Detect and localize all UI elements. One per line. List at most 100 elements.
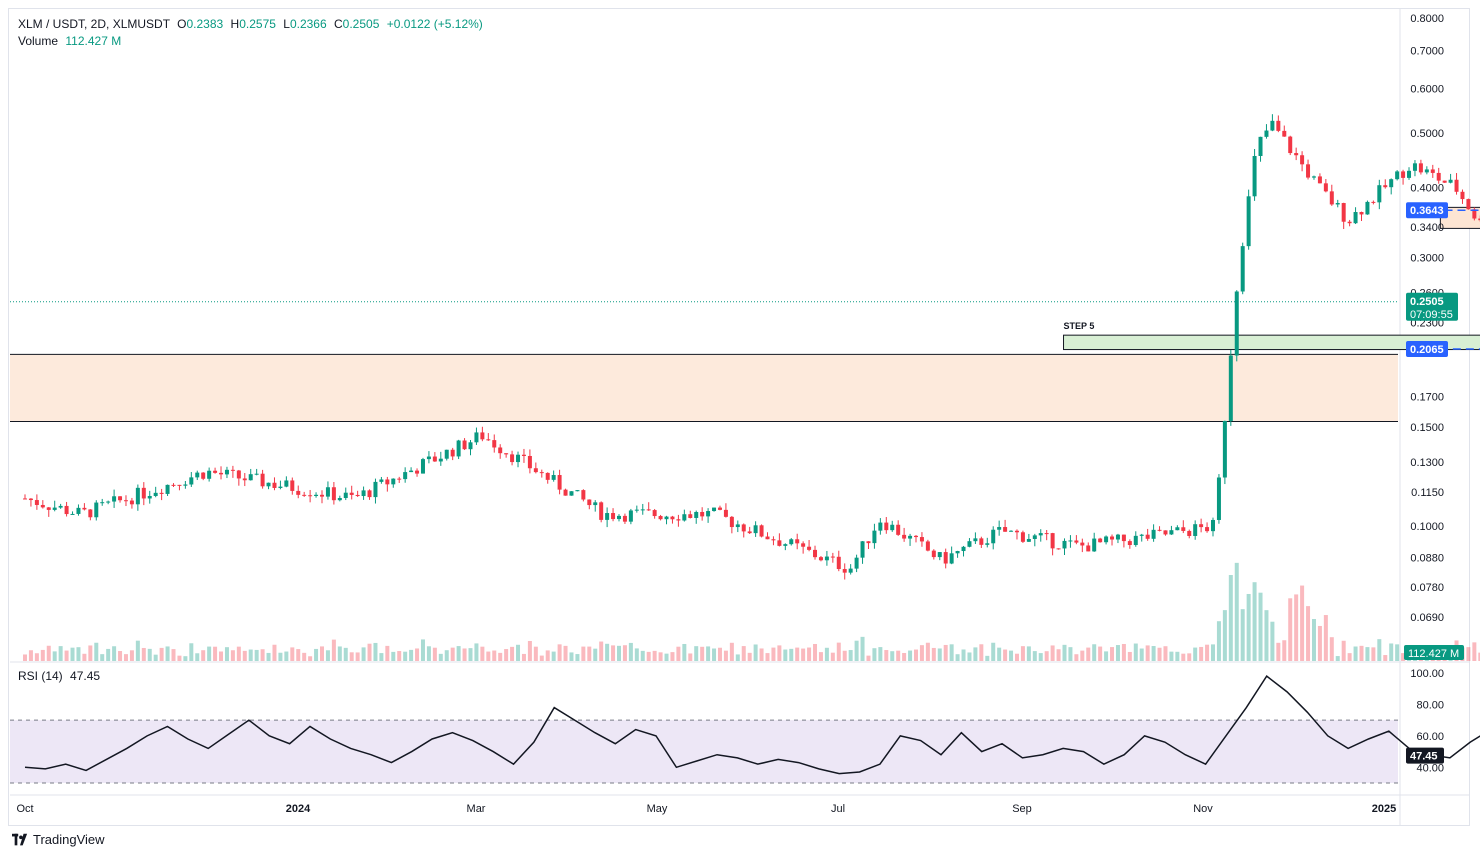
candle-body [480,432,485,440]
candle-body [1294,153,1299,156]
volume-bar [1068,647,1073,661]
volume-bar [753,644,758,661]
candle-body [100,502,105,504]
volume-bar [444,650,449,661]
candle-body [860,541,865,558]
open-label: O [177,17,187,31]
volume-bar [575,654,580,661]
axes: 0.8000 0.7000 0.6000 0.5000 0.4000 0.3400 0.30… [16,13,1464,815]
volume-bar [925,642,930,661]
candle-body [854,557,859,569]
volume-bar [1395,644,1400,661]
candle-body [236,470,241,479]
volume-bar [337,646,342,661]
candle-body [747,531,752,534]
candle-body [717,507,722,510]
volume-bar [919,645,924,661]
volume-bar [450,647,455,661]
candle-body [1228,355,1233,421]
candle-body [1157,529,1162,531]
current-price-label-bg [1406,292,1458,321]
volume-bar [1026,646,1031,661]
candle-body [177,484,182,486]
candle-body [1115,534,1120,540]
candle-body [165,484,170,494]
candle-body [646,509,651,511]
volume-bar [1258,592,1263,661]
volume-bar [991,642,996,661]
volume-bar [438,653,443,661]
volume-bar [1264,610,1269,661]
volume-bar [943,644,948,661]
volume-bar [230,650,235,661]
volume-bar [777,645,782,661]
candle-body [765,536,770,540]
time-tick-label: Sep [1012,803,1032,815]
volume-bar [640,650,645,661]
volume-bar [1044,651,1049,661]
volume-bar [997,647,1002,661]
volume-label[interactable]: Volume [18,34,59,48]
volume-bar [135,640,140,661]
candle-body [605,513,610,520]
candle-body [242,478,247,481]
volume-bar [1127,651,1132,661]
candle-body [40,504,45,508]
time-tick-label: 2025 [1372,803,1396,815]
candle-body [379,479,384,482]
candle-body [278,486,283,488]
volume-bar [617,645,621,661]
volume-bar [593,648,598,661]
countdown-label: 07:09:55 [1410,309,1453,321]
ohlc-legend: XLM / USDT, 2D, XLMUSDT O0.2383 H0.2575 … [18,16,483,50]
price-tick-label: 0.1000 [1410,521,1444,533]
candle-body [943,552,948,564]
candle-body [409,470,414,473]
volume-bar [248,649,253,661]
candle-body [159,492,164,494]
volume-bar [40,649,45,661]
volume-bar [824,647,829,661]
time-tick-label: Nov [1193,803,1213,815]
volume-bar [896,650,901,661]
candle-body [979,538,984,545]
volume-axis-label: 112.427 M [1408,648,1459,660]
candle-body [1383,185,1388,188]
candle-body [848,568,853,573]
volume-bar [1389,643,1394,661]
candle-body [23,498,27,500]
volume-bar [23,654,27,661]
level-label-0-3643: 0.3643 [1410,205,1444,217]
price-tick-label: 0.0880 [1410,552,1444,564]
candle-body [1252,155,1257,197]
volume-bar [272,644,277,661]
volume-bar [1098,646,1103,661]
volume-bar [1175,651,1180,661]
candle-body [706,511,711,517]
candle-body [1323,183,1328,192]
tradingview-logo[interactable]: TradingView [12,832,105,847]
rsi-label[interactable]: RSI (14) [18,669,63,683]
candle-body [1282,130,1287,137]
candle-body [961,546,966,552]
rsi-legend: RSI (14) 47.45 [18,669,100,683]
volume-bar [1032,651,1037,661]
candle-body [1062,540,1067,549]
volume-bar [712,648,717,661]
low-value: 0.2366 [289,17,327,31]
volume-bar [391,651,396,661]
candle-body [575,490,580,492]
candle-body [82,507,87,510]
level-label-0-2065: 0.2065 [1410,344,1444,356]
price-tick-label: 0.5000 [1410,128,1444,140]
candle-body [308,495,313,497]
candle-body [1098,538,1103,543]
level-label-0-2065-bg [1406,340,1448,357]
symbol-label[interactable]: XLM / USDT, 2D, XLMUSDT [18,17,170,31]
volume-bar [1020,646,1025,661]
candle-body [361,490,366,497]
volume-bar [1240,609,1245,661]
volume-bar [296,649,301,661]
volume-bar [426,646,431,661]
